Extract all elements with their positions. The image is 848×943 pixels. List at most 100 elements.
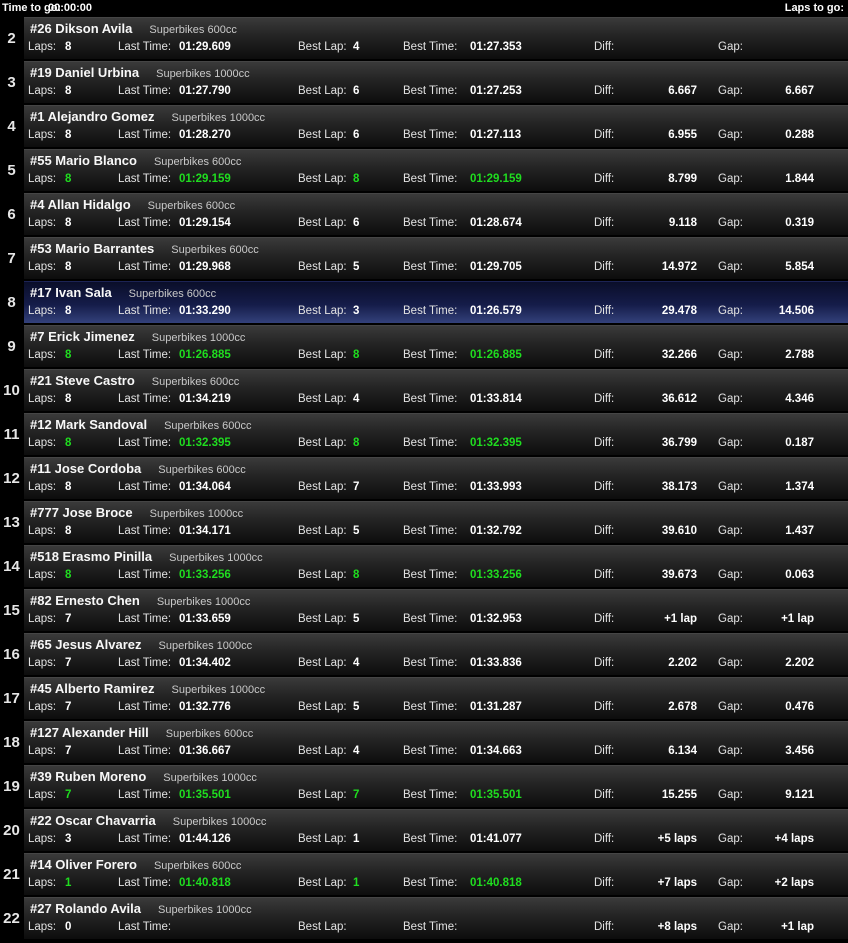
rider-row-card[interactable]: #27 Rolando Avila Superbikes 1000cc Laps…	[24, 897, 848, 939]
rider-row-card[interactable]: #7 Erick Jimenez Superbikes 1000cc Laps:…	[24, 325, 848, 367]
rider-row-card[interactable]: #82 Ernesto Chen Superbikes 1000cc Laps:…	[24, 589, 848, 631]
best-time-value: 01:32.953	[470, 613, 522, 625]
bike-class: Superbikes 1000cc	[172, 816, 267, 828]
rider-row-card[interactable]: #22 Oscar Chavarria Superbikes 1000cc La…	[24, 809, 848, 851]
last-time-label: Last Time:	[118, 525, 172, 537]
diff-value: +8 laps	[657, 921, 697, 933]
rider-row-card[interactable]: #17 Ivan Sala Superbikes 600cc Laps: 8 L…	[24, 281, 848, 323]
laps-label: Laps:	[28, 569, 57, 581]
best-time-label: Best Time:	[403, 261, 458, 273]
best-lap-label: Best Lap:	[298, 85, 347, 97]
rider-name: #14 Oliver Forero	[30, 857, 137, 872]
best-lap-label: Best Lap:	[298, 701, 347, 713]
best-time-label: Best Time:	[403, 305, 458, 317]
laps-value: 8	[65, 41, 72, 53]
position-number: 7	[7, 249, 16, 267]
last-time-value: 01:36.667	[179, 745, 231, 757]
rider-row-card[interactable]: #45 Alberto Ramirez Superbikes 1000cc La…	[24, 677, 848, 719]
position-number: 12	[3, 469, 20, 487]
rider-name: #27 Rolando Avila	[30, 901, 142, 916]
rider-row-card[interactable]: #26 Dikson Avila Superbikes 600cc Laps: …	[24, 17, 848, 59]
best-lap-value: 5	[353, 525, 360, 537]
best-lap-value: 3	[353, 305, 360, 317]
diff-label: Diff:	[594, 393, 615, 405]
rider-row-card[interactable]: #777 Jose Broce Superbikes 1000cc Laps: …	[24, 501, 848, 543]
gap-value: 0.319	[785, 217, 814, 229]
diff-label: Diff:	[594, 657, 615, 669]
stats-line: Laps: 8 Last Time: 01:29.609 Best Lap: 4…	[24, 41, 848, 56]
rider-name: #21 Steve Castro	[30, 373, 135, 388]
diff-value: 6.955	[668, 129, 697, 141]
rider-name: #1 Alejandro Gomez	[30, 109, 155, 124]
diff-label: Diff:	[594, 877, 615, 889]
rider-row-card[interactable]: #65 Jesus Alvarez Superbikes 1000cc Laps…	[24, 633, 848, 675]
diff-value: 2.202	[668, 657, 697, 669]
result-row: 20 #22 Oscar Chavarria Superbikes 1000cc…	[0, 809, 848, 851]
gap-value: +2 laps	[774, 877, 814, 889]
laps-value: 8	[65, 349, 72, 361]
gap-value: 2.202	[785, 657, 814, 669]
rider-row-card[interactable]: #1 Alejandro Gomez Superbikes 1000cc Lap…	[24, 105, 848, 147]
position-number: 22	[3, 909, 20, 927]
laps-value: 8	[65, 85, 72, 97]
gap-label: Gap:	[718, 129, 743, 141]
laps-label: Laps:	[28, 349, 57, 361]
position-number: 8	[7, 293, 16, 311]
laps-value: 8	[65, 173, 72, 185]
rider-row-card[interactable]: #14 Oliver Forero Superbikes 600cc Laps:…	[24, 853, 848, 895]
last-time-label: Last Time:	[118, 41, 172, 53]
rider-row-card[interactable]: #518 Erasmo Pinilla Superbikes 1000cc La…	[24, 545, 848, 587]
gap-value: 3.456	[785, 745, 814, 757]
best-lap-value: 8	[353, 349, 360, 361]
laps-label: Laps:	[28, 173, 57, 185]
best-lap-label: Best Lap:	[298, 393, 347, 405]
best-lap-label: Best Lap:	[298, 481, 347, 493]
rider-line: #12 Mark Sandoval Superbikes 600cc	[30, 417, 252, 432]
gap-value: 2.788	[785, 349, 814, 361]
best-lap-label: Best Lap:	[298, 437, 347, 449]
laps-value: 7	[65, 745, 72, 757]
rider-row-card[interactable]: #11 Jose Cordoba Superbikes 600cc Laps: …	[24, 457, 848, 499]
rider-line: #39 Ruben Moreno Superbikes 1000cc	[30, 769, 257, 784]
stats-line: Laps: 0 Last Time: Best Lap: Best Time: …	[24, 921, 848, 936]
rider-row-card[interactable]: #21 Steve Castro Superbikes 600cc Laps: …	[24, 369, 848, 411]
best-lap-value: 1	[353, 833, 360, 845]
best-lap-value: 1	[353, 877, 360, 889]
position-number: 3	[7, 73, 16, 91]
last-time-value: 01:40.818	[179, 877, 231, 889]
laps-to-go-label: Laps to go:	[784, 2, 844, 14]
rider-row-card[interactable]: #4 Allan Hidalgo Superbikes 600cc Laps: …	[24, 193, 848, 235]
rider-row-card[interactable]: #12 Mark Sandoval Superbikes 600cc Laps:…	[24, 413, 848, 455]
last-time-value: 01:33.290	[179, 305, 231, 317]
diff-value: 14.972	[661, 261, 697, 273]
rider-row-card[interactable]: #55 Mario Blanco Superbikes 600cc Laps: …	[24, 149, 848, 191]
diff-value: 29.478	[661, 305, 697, 317]
bike-class: Superbikes 600cc	[164, 420, 252, 432]
best-time-label: Best Time:	[403, 833, 458, 845]
diff-label: Diff:	[594, 481, 615, 493]
last-time-value: 01:34.219	[179, 393, 231, 405]
last-time-value: 01:34.171	[179, 525, 231, 537]
bike-class: Superbikes 1000cc	[171, 112, 266, 124]
laps-label: Laps:	[28, 481, 57, 493]
rider-row-card[interactable]: #127 Alexander Hill Superbikes 600cc Lap…	[24, 721, 848, 763]
last-time-value: 01:28.270	[179, 129, 231, 141]
bike-class: Superbikes 600cc	[151, 376, 240, 388]
stats-line: Laps: 7 Last Time: 01:35.501 Best Lap: 7…	[24, 789, 848, 804]
laps-value: 8	[65, 525, 72, 537]
best-lap-value: 5	[353, 613, 360, 625]
diff-label: Diff:	[594, 173, 615, 185]
result-row: 2 #26 Dikson Avila Superbikes 600cc Laps…	[0, 17, 848, 59]
diff-value: 39.610	[661, 525, 697, 537]
last-time-label: Last Time:	[118, 217, 172, 229]
rider-row-card[interactable]: #19 Daniel Urbina Superbikes 1000cc Laps…	[24, 61, 848, 103]
bike-class: Superbikes 600cc	[153, 860, 242, 872]
best-time-label: Best Time:	[403, 569, 458, 581]
rider-row-card[interactable]: #53 Mario Barrantes Superbikes 600cc Lap…	[24, 237, 848, 279]
laps-label: Laps:	[28, 525, 57, 537]
laps-value: 3	[65, 833, 72, 845]
bike-class: Superbikes 600cc	[149, 24, 237, 36]
rider-row-card[interactable]: #39 Ruben Moreno Superbikes 1000cc Laps:…	[24, 765, 848, 807]
best-lap-label: Best Lap:	[298, 261, 347, 273]
